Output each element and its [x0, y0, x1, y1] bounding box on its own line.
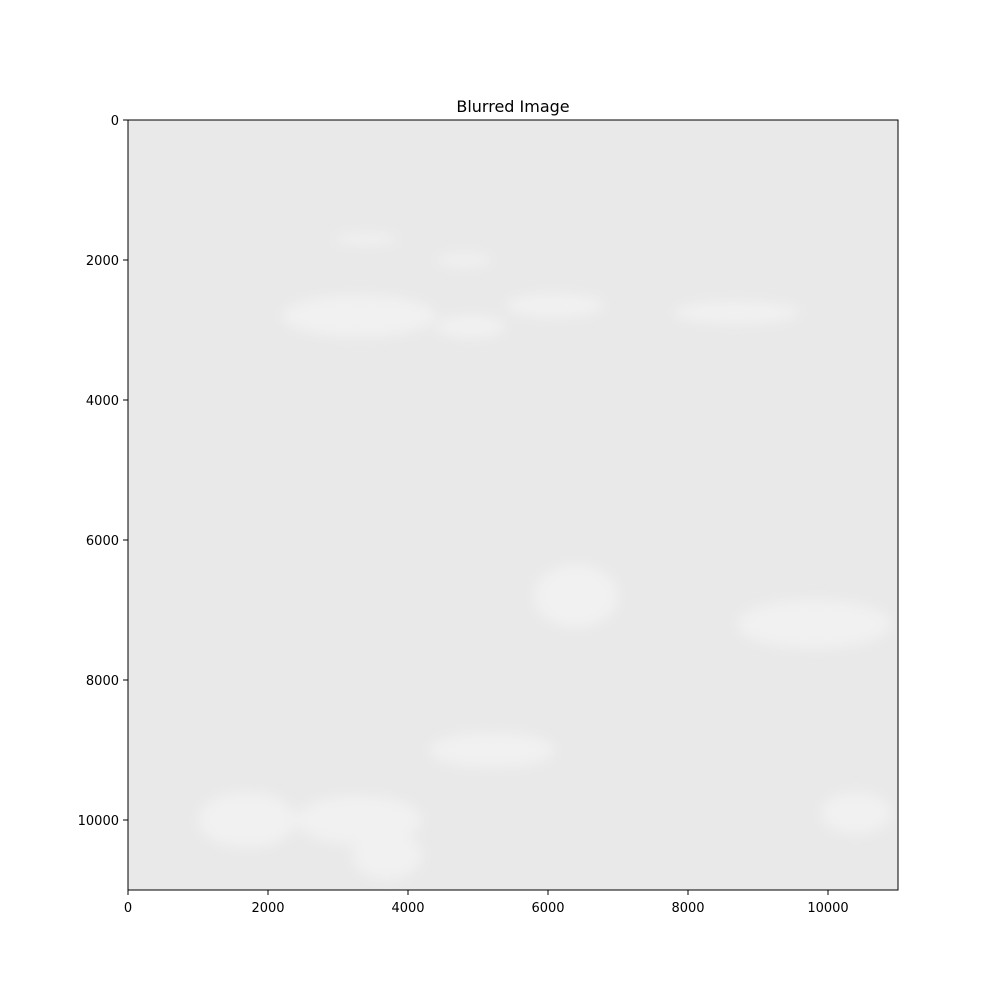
bright-patch — [282, 295, 436, 337]
bright-patch — [334, 233, 398, 245]
x-tick-label: 4000 — [391, 901, 424, 916]
x-tick-label: 6000 — [531, 901, 564, 916]
image-area — [128, 120, 898, 890]
bright-patch — [821, 792, 891, 834]
x-tick-label: 8000 — [671, 901, 704, 916]
y-tick-label: 0 — [111, 114, 119, 129]
bright-patch — [506, 293, 604, 318]
bright-patch — [429, 732, 555, 768]
y-tick-label: 6000 — [86, 534, 119, 549]
x-tick-label: 0 — [124, 901, 132, 916]
y-tick-label: 2000 — [86, 254, 119, 269]
y-tick-label: 8000 — [86, 674, 119, 689]
y-axis: 0 2000 4000 6000 8000 10000 — [78, 114, 128, 829]
bright-patches — [198, 233, 891, 880]
bright-patch — [352, 830, 422, 880]
bright-patch — [436, 315, 506, 338]
y-tick-label: 10000 — [78, 814, 119, 829]
x-tick-label: 2000 — [251, 901, 284, 916]
bright-patch — [198, 792, 296, 848]
axes-frame — [127, 119, 899, 891]
x-axis: 0 2000 4000 6000 8000 10000 — [124, 890, 849, 916]
chart-title: Blurred Image — [456, 97, 569, 116]
bright-patch — [674, 301, 800, 324]
x-tick-label: 10000 — [807, 901, 848, 916]
bright-patch — [436, 253, 492, 267]
bright-patch — [737, 599, 891, 649]
y-tick-label: 4000 — [86, 394, 119, 409]
bright-patch — [534, 564, 618, 628]
